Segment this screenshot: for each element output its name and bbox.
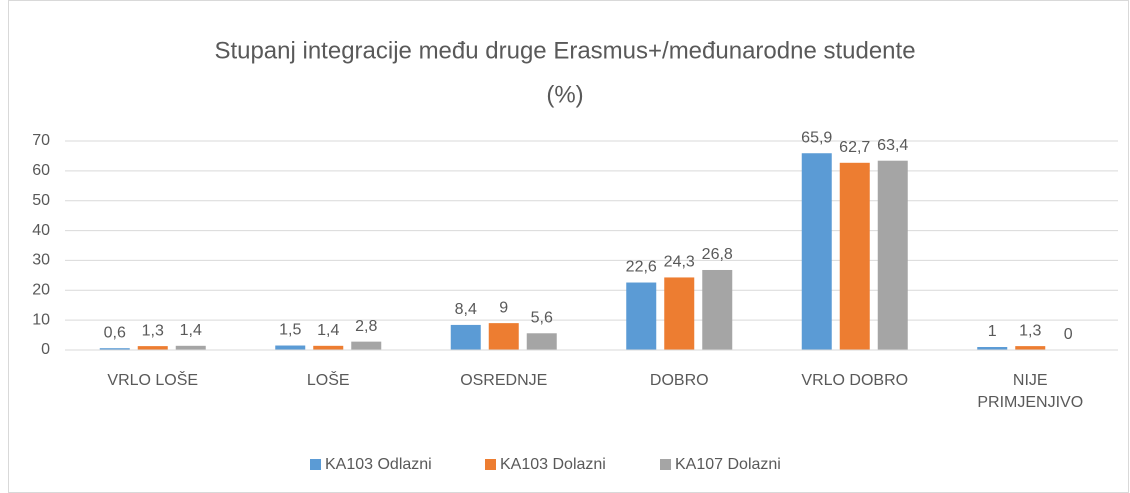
y-tick-label: 30	[32, 252, 50, 269]
legend-label: KA103 Odlazni	[325, 456, 432, 473]
data-label: 1,3	[1019, 322, 1041, 339]
data-label: 24,3	[664, 254, 695, 271]
data-label: 9	[499, 299, 508, 316]
bar	[275, 345, 306, 350]
data-label: 8,4	[455, 301, 477, 318]
data-label: 63,4	[877, 137, 908, 154]
data-label: 1,4	[317, 322, 339, 339]
bar	[1015, 346, 1046, 350]
y-tick-label: 50	[32, 192, 50, 209]
bar	[99, 348, 130, 350]
data-label: 5,6	[531, 309, 553, 326]
legend-label: KA103 Dolazni	[500, 456, 606, 473]
data-label: 1,3	[142, 322, 164, 339]
legend-swatch	[310, 459, 321, 470]
bar	[801, 153, 832, 350]
x-tick-label: OSREDNJE	[460, 372, 548, 389]
bar	[137, 346, 168, 350]
y-tick-label: 10	[32, 311, 50, 328]
bar	[488, 323, 519, 350]
chart-title: Stupanj integracije među druge Erasmus+/…	[214, 37, 915, 64]
data-label: 1,4	[180, 322, 202, 339]
y-tick-label: 0	[41, 341, 50, 358]
x-tick-label: VRLO LOŠE	[107, 372, 199, 389]
legend-label: KA107 Dolazni	[675, 456, 781, 473]
legend-swatch	[660, 459, 671, 470]
bar	[877, 160, 908, 350]
bar	[526, 333, 557, 350]
chart-title: (%)	[546, 81, 583, 108]
bar	[175, 345, 206, 350]
bar	[702, 269, 733, 350]
bar	[977, 347, 1008, 350]
y-tick-label: 70	[32, 132, 50, 149]
data-label: 2,8	[355, 318, 377, 335]
legend-swatch	[485, 459, 496, 470]
bar	[626, 282, 657, 350]
bar	[664, 277, 695, 350]
bar	[351, 341, 382, 350]
data-label: 1	[988, 323, 997, 340]
data-label: 0	[1064, 326, 1073, 343]
y-tick-label: 60	[32, 162, 50, 179]
y-tick-label: 20	[32, 282, 50, 299]
x-tick-label: LOŠE	[306, 372, 350, 389]
bar	[839, 162, 870, 350]
bar	[313, 345, 344, 350]
data-label: 65,9	[801, 129, 832, 146]
data-label: 22,6	[626, 259, 657, 276]
x-tick-label: NIJE PRIMJENJIVO	[977, 372, 1084, 411]
chart-frame	[8, 0, 1129, 493]
x-tick-label: DOBRO	[649, 372, 709, 389]
data-label: 26,8	[702, 246, 733, 263]
bar	[450, 324, 481, 350]
data-label: 62,7	[839, 139, 870, 156]
y-tick-label: 40	[32, 222, 50, 239]
x-tick-label: VRLO DOBRO	[801, 372, 909, 389]
data-label: 1,5	[279, 322, 301, 339]
data-label: 0,6	[104, 324, 126, 341]
